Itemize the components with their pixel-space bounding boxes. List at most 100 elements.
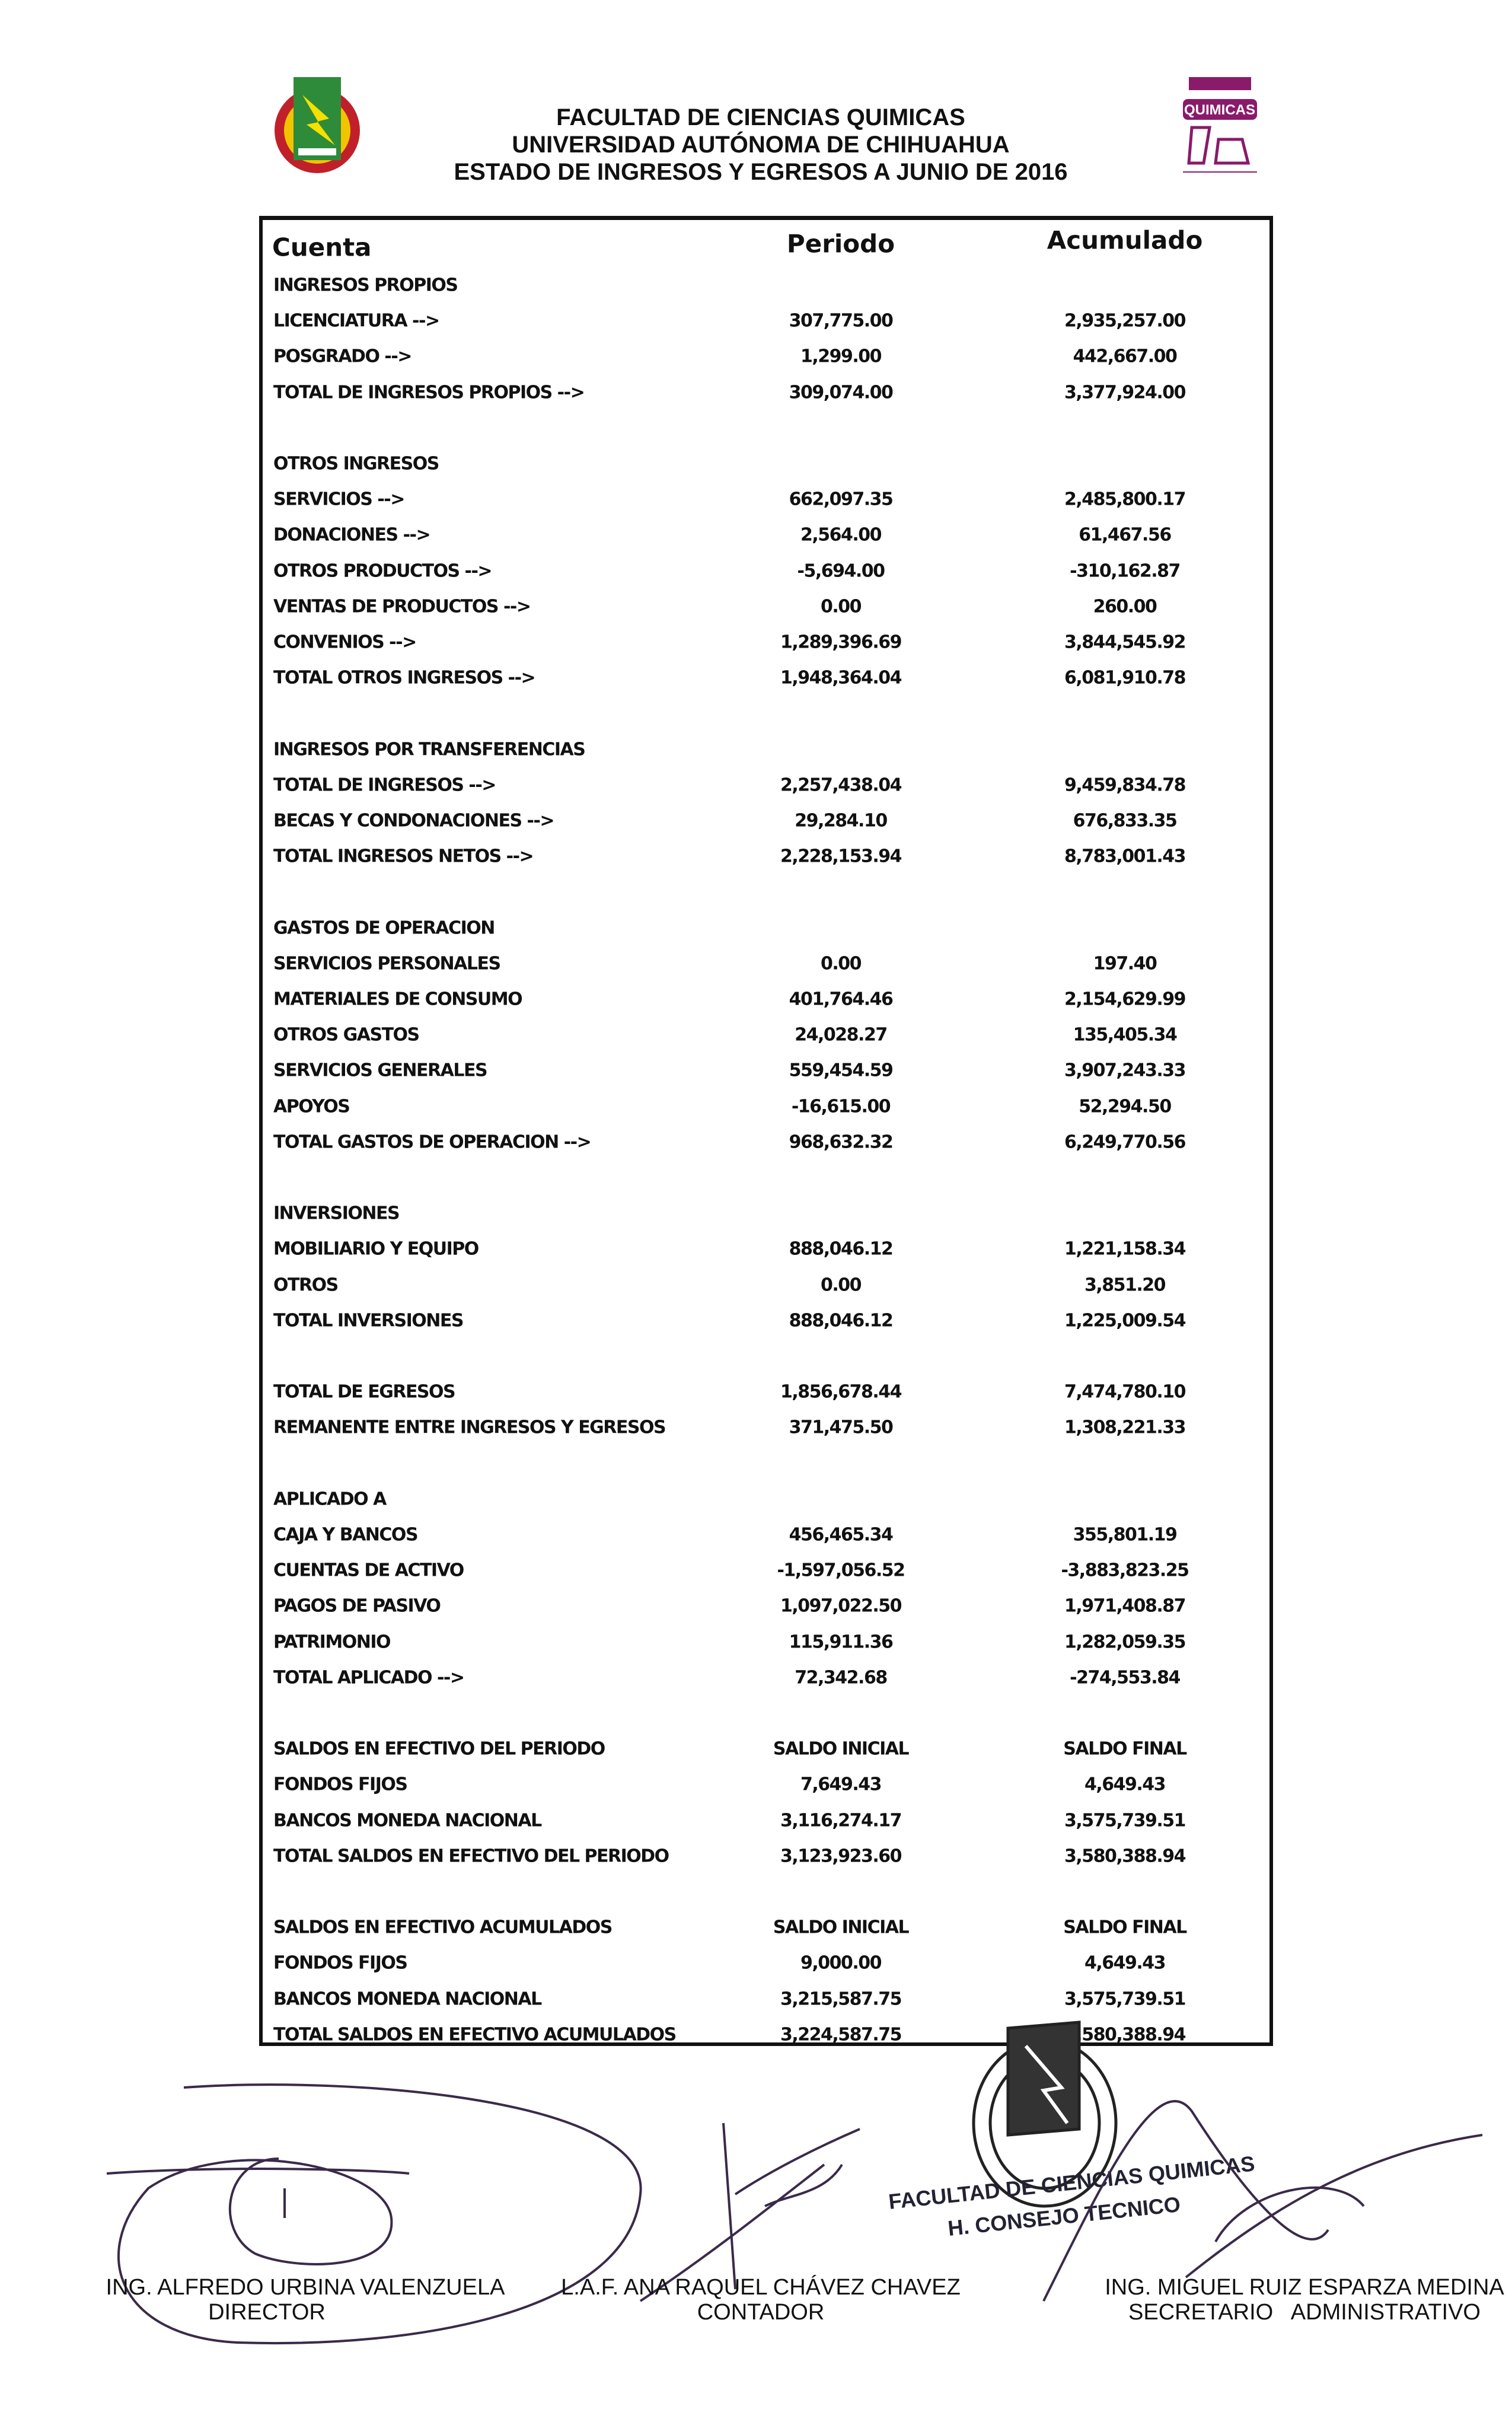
periodo-value: 3,123,923.60: [780, 1846, 902, 1867]
periodo-value: 888,046.12: [789, 1238, 894, 1260]
periodo-value: 29,284.10: [795, 810, 888, 831]
account-label: SALDOS EN EFECTIVO DEL PERIODO: [273, 1738, 605, 1760]
periodo-value: 0.00: [820, 1274, 862, 1296]
account-label: SERVICIOS GENERALES: [273, 1060, 488, 1081]
periodo-value: 2,228,153.94: [780, 846, 902, 867]
table-row: APOYOS -16,615.00 52,294.50: [263, 1089, 1269, 1124]
table-row: TOTAL DE EGRESOS 1,856,678.44 7,474,780.10: [263, 1374, 1269, 1410]
acumulado-value: 442,667.00: [1073, 346, 1178, 367]
acumulado-value: 2,935,257.00: [1064, 310, 1186, 332]
table-row: TOTAL APLICADO --> 72,342.68 -274,553.84: [263, 1660, 1269, 1696]
signature-contador-name: L.A.F. ANA RAQUEL CHÁVEZ CHAVEZ: [561, 2275, 961, 2300]
account-label: TOTAL DE EGRESOS: [273, 1381, 456, 1403]
table-row: POSGRADO --> 1,299.00 442,667.00: [263, 339, 1269, 374]
account-label: FONDOS FIJOS: [273, 1774, 408, 1795]
table-row: INVERSIONES: [263, 1196, 1269, 1231]
periodo-value: 401,764.46: [789, 989, 894, 1010]
acumulado-value: 355,801.19: [1073, 1524, 1178, 1545]
table-row: TOTAL DE INGRESOS --> 2,257,438.04 9,459,8…: [263, 767, 1269, 803]
table-row: CONVENIOS --> 1,289,396.69 3,844,545.92: [263, 624, 1269, 660]
table-row: TOTAL GASTOS DE OPERACION --> 968,632.32 6…: [263, 1124, 1269, 1160]
account-label: GASTOS DE OPERACION: [273, 917, 495, 939]
account-label: MATERIALES DE CONSUMO: [273, 989, 523, 1010]
account-label: TOTAL GASTOS DE OPERACION -->: [273, 1132, 592, 1153]
table-row: SALDOS EN EFECTIVO DEL PERIODO SALDO INIC…: [263, 1731, 1269, 1767]
table-row: TOTAL OTROS INGRESOS --> 1,948,364.04 6,08…: [263, 660, 1269, 696]
column-header-periodo: Periodo: [786, 229, 895, 259]
table-row: FONDOS FIJOS 7,649.43 4,649.43: [263, 1767, 1269, 1802]
periodo-value: SALDO INICIAL: [773, 1738, 910, 1760]
table-row: APLICADO A: [263, 1481, 1269, 1517]
periodo-value: 72,342.68: [795, 1667, 888, 1688]
blank-row: [263, 1874, 1269, 1910]
acumulado-value: -310,162.87: [1070, 560, 1181, 582]
periodo-value: 456,465.34: [789, 1524, 894, 1545]
signature-director-name: ING. ALFREDO URBINA VALENZUELA: [106, 2275, 505, 2300]
account-label: PAGOS DE PASIVO: [273, 1595, 441, 1617]
table-row: OTROS PRODUCTOS --> -5,694.00 -310,162.87: [263, 553, 1269, 589]
table-row: TOTAL INVERSIONES 888,046.12 1,225,009.54: [263, 1303, 1269, 1339]
periodo-value: 662,097.35: [789, 489, 894, 510]
acumulado-value: 260.00: [1093, 596, 1157, 617]
table-row: CUENTAS DE ACTIVO -1,597,056.52 -3,883,823…: [263, 1553, 1269, 1588]
blank-row: [263, 696, 1269, 731]
acumulado-value: 1,308,221.33: [1064, 1417, 1186, 1438]
account-label: TOTAL DE INGRESOS PROPIOS -->: [273, 382, 585, 403]
table-row: OTROS 0.00 3,851.20: [263, 1267, 1269, 1303]
periodo-value: 1,289,396.69: [780, 632, 902, 653]
table-row: MATERIALES DE CONSUMO 401,764.46 2,154,629…: [263, 981, 1269, 1017]
table-row: BECAS Y CONDONACIONES --> 29,284.10 676,83…: [263, 803, 1269, 839]
periodo-value: 1,948,364.04: [780, 667, 902, 689]
periodo-value: 2,564.00: [800, 524, 882, 546]
acumulado-value: 4,649.43: [1084, 1952, 1166, 1974]
stamp-line-2: H. CONSEJO TECNICO: [947, 2192, 1182, 2241]
account-label: OTROS INGRESOS: [273, 453, 439, 474]
acumulado-value: 3,575,739.51: [1064, 1988, 1186, 2010]
stamp-line-1: FACULTAD DE CIENCIAS QUIMICAS: [888, 2151, 1256, 2214]
account-label: CONVENIOS -->: [273, 632, 417, 653]
periodo-value: 3,116,274.17: [780, 1810, 902, 1831]
signature-contador-role: CONTADOR: [697, 2300, 825, 2325]
periodo-value: SALDO INICIAL: [773, 1917, 910, 1938]
acumulado-value: 3,377,924.00: [1064, 382, 1186, 403]
table-row: GASTOS DE OPERACION: [263, 910, 1269, 946]
acumulado-value: 3,580,388.94: [1064, 2024, 1186, 2045]
table-row: TOTAL DE INGRESOS PROPIOS --> 309,074.00 3…: [263, 375, 1269, 410]
periodo-value: -1,597,056.52: [777, 1560, 905, 1581]
account-label: FONDOS FIJOS: [273, 1952, 408, 1974]
periodo-value: 1,299.00: [800, 346, 882, 367]
periodo-value: 888,046.12: [789, 1310, 894, 1331]
account-label: TOTAL INVERSIONES: [273, 1310, 464, 1331]
table-row: LICENCIATURA --> 307,775.00 2,935,257.00: [263, 303, 1269, 339]
account-label: SERVICIOS PERSONALES: [273, 953, 501, 974]
acumulado-value: 4,649.43: [1084, 1774, 1166, 1795]
periodo-value: 307,775.00: [789, 310, 894, 332]
account-label: TOTAL DE INGRESOS -->: [273, 775, 496, 796]
acumulado-value: 1,225,009.54: [1064, 1310, 1186, 1331]
account-label: SERVICIOS -->: [273, 489, 405, 510]
account-label: CUENTAS DE ACTIVO: [273, 1560, 464, 1581]
uach-logo: [275, 77, 360, 173]
acumulado-value: 676,833.35: [1073, 810, 1178, 831]
acumulado-value: 2,154,629.99: [1064, 989, 1186, 1010]
periodo-value: 968,632.32: [789, 1132, 894, 1153]
account-label: VENTAS DE PRODUCTOS -->: [273, 596, 531, 617]
periodo-value: 3,215,587.75: [780, 1988, 902, 2010]
account-label: OTROS: [273, 1274, 339, 1296]
acumulado-value: 1,971,408.87: [1064, 1595, 1186, 1617]
account-label: SALDOS EN EFECTIVO ACUMULADOS: [273, 1917, 613, 1938]
table-row: INGRESOS POR TRANSFERENCIAS: [263, 732, 1269, 767]
periodo-value: 0.00: [820, 953, 862, 974]
account-label: INGRESOS PROPIOS: [273, 275, 458, 296]
acumulado-value: SALDO FINAL: [1063, 1738, 1187, 1760]
acumulado-value: 3,580,388.94: [1064, 1846, 1186, 1867]
account-label: APOYOS: [273, 1096, 350, 1117]
acumulado-value: 3,907,243.33: [1064, 1060, 1186, 1081]
account-label: OTROS GASTOS: [273, 1024, 420, 1046]
table-row: TOTAL SALDOS EN EFECTIVO ACUMULADOS 3,224…: [263, 2017, 1269, 2053]
account-label: TOTAL OTROS INGRESOS -->: [273, 667, 536, 689]
acumulado-value: 7,474,780.10: [1064, 1381, 1186, 1403]
acumulado-value: -274,553.84: [1070, 1667, 1181, 1688]
table-row: MOBILIARIO Y EQUIPO 888,046.12 1,221,158.3…: [263, 1231, 1269, 1267]
acumulado-value: 52,294.50: [1079, 1096, 1172, 1117]
